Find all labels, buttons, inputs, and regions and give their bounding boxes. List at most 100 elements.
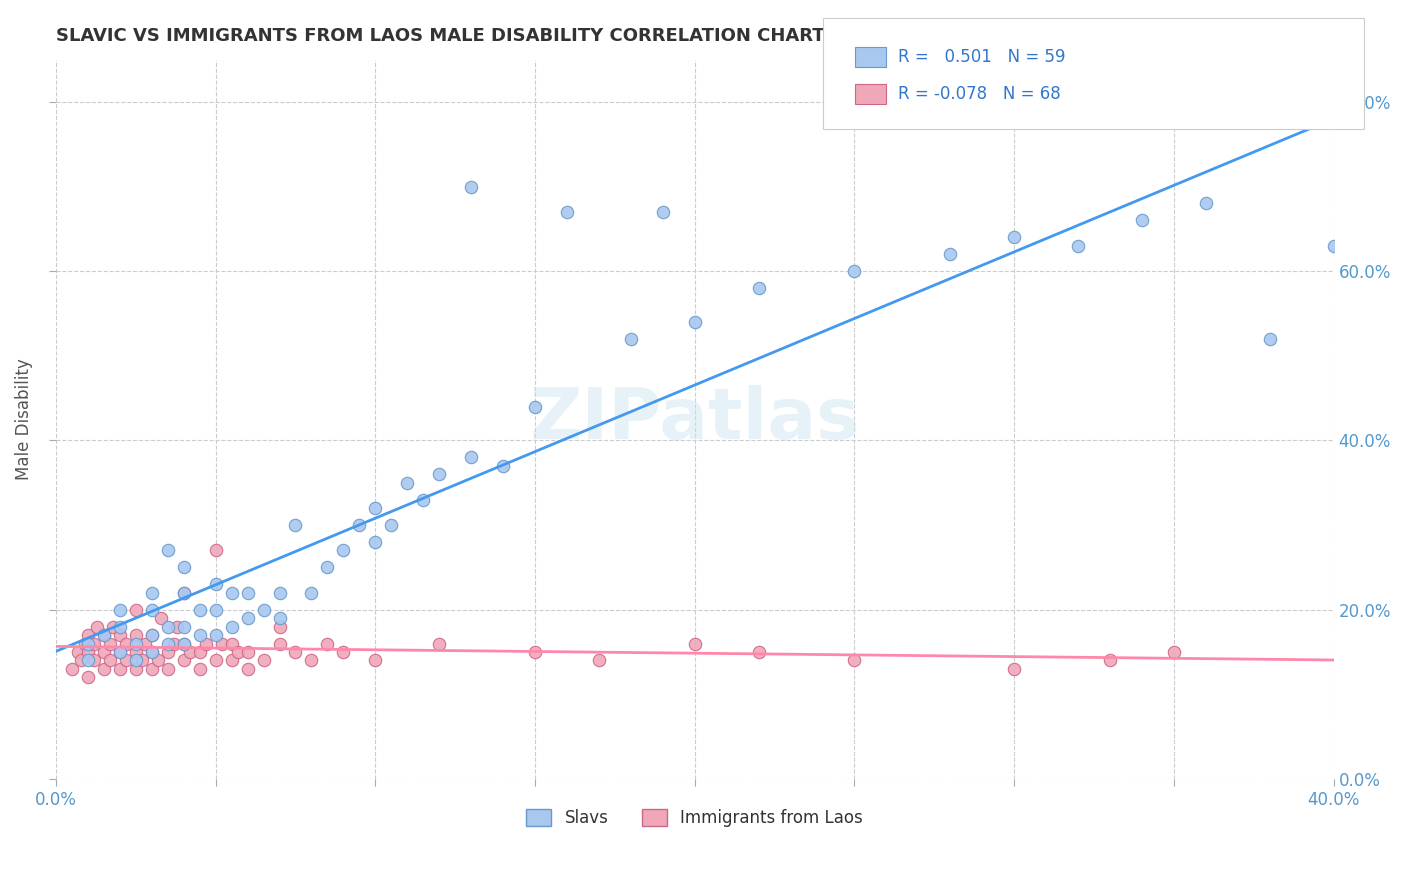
Point — [125, 628, 148, 642]
Point — [1323, 239, 1346, 253]
Point — [427, 636, 450, 650]
Point — [93, 662, 115, 676]
Point — [683, 636, 706, 650]
Point — [156, 662, 179, 676]
Point — [269, 586, 291, 600]
Point — [115, 653, 138, 667]
Point — [76, 653, 98, 667]
Point — [98, 653, 121, 667]
Point — [269, 611, 291, 625]
Point — [492, 458, 515, 473]
Point — [141, 628, 163, 642]
Point — [108, 602, 131, 616]
Point — [73, 636, 96, 650]
Point — [70, 653, 93, 667]
Point — [364, 501, 387, 516]
Point — [364, 653, 387, 667]
Point — [252, 602, 274, 616]
Point — [412, 492, 434, 507]
Point — [76, 628, 98, 642]
Point — [141, 645, 163, 659]
Point — [125, 653, 148, 667]
Point — [204, 653, 226, 667]
Point — [524, 645, 547, 659]
Point — [284, 518, 307, 533]
Point — [156, 636, 179, 650]
Point — [141, 586, 163, 600]
Point — [188, 602, 211, 616]
Point — [195, 636, 218, 650]
Point — [156, 619, 179, 633]
Point — [620, 332, 643, 346]
Point — [1163, 645, 1185, 659]
Point — [316, 560, 339, 574]
Point — [748, 645, 770, 659]
Point — [108, 619, 131, 633]
Point — [204, 628, 226, 642]
Point — [1002, 662, 1025, 676]
Point — [252, 653, 274, 667]
Point — [236, 645, 259, 659]
Point — [844, 264, 866, 278]
Point — [683, 315, 706, 329]
Point — [163, 636, 186, 650]
Legend: Slavs, Immigrants from Laos: Slavs, Immigrants from Laos — [519, 800, 872, 835]
Point — [204, 577, 226, 591]
Point — [221, 653, 243, 667]
Point — [211, 636, 233, 650]
Point — [141, 662, 163, 676]
Point — [131, 653, 153, 667]
Point — [141, 602, 163, 616]
Point — [125, 645, 148, 659]
Point — [236, 611, 259, 625]
Point — [173, 636, 195, 650]
Point — [1067, 239, 1090, 253]
Point — [236, 662, 259, 676]
Point — [108, 628, 131, 642]
Point — [93, 628, 115, 642]
Point — [221, 619, 243, 633]
Point — [179, 645, 201, 659]
Point — [1195, 196, 1218, 211]
Point — [221, 636, 243, 650]
Point — [349, 518, 371, 533]
Point — [156, 645, 179, 659]
Point — [332, 645, 354, 659]
Point — [269, 619, 291, 633]
Point — [108, 645, 131, 659]
Y-axis label: Male Disability: Male Disability — [15, 359, 32, 480]
Point — [236, 586, 259, 600]
Point — [221, 586, 243, 600]
Point — [301, 653, 323, 667]
Point — [204, 602, 226, 616]
Point — [396, 475, 419, 490]
Point — [108, 662, 131, 676]
Point — [141, 628, 163, 642]
Point — [150, 611, 173, 625]
Point — [125, 636, 148, 650]
Point — [204, 543, 226, 558]
Point — [76, 636, 98, 650]
Point — [141, 645, 163, 659]
Point — [524, 400, 547, 414]
Point — [108, 645, 131, 659]
Point — [125, 602, 148, 616]
Point — [188, 628, 211, 642]
Point — [1002, 230, 1025, 244]
Point — [748, 281, 770, 295]
Point — [173, 636, 195, 650]
Point — [226, 645, 249, 659]
Point — [173, 586, 195, 600]
Point — [83, 653, 105, 667]
Text: R =   0.501   N = 59: R = 0.501 N = 59 — [898, 48, 1066, 66]
Point — [269, 636, 291, 650]
Point — [1130, 213, 1153, 227]
Point — [651, 205, 673, 219]
Point — [555, 205, 578, 219]
Point — [284, 645, 307, 659]
Point — [115, 636, 138, 650]
Point — [427, 467, 450, 482]
Point — [60, 662, 83, 676]
Point — [83, 636, 105, 650]
Point — [844, 653, 866, 667]
